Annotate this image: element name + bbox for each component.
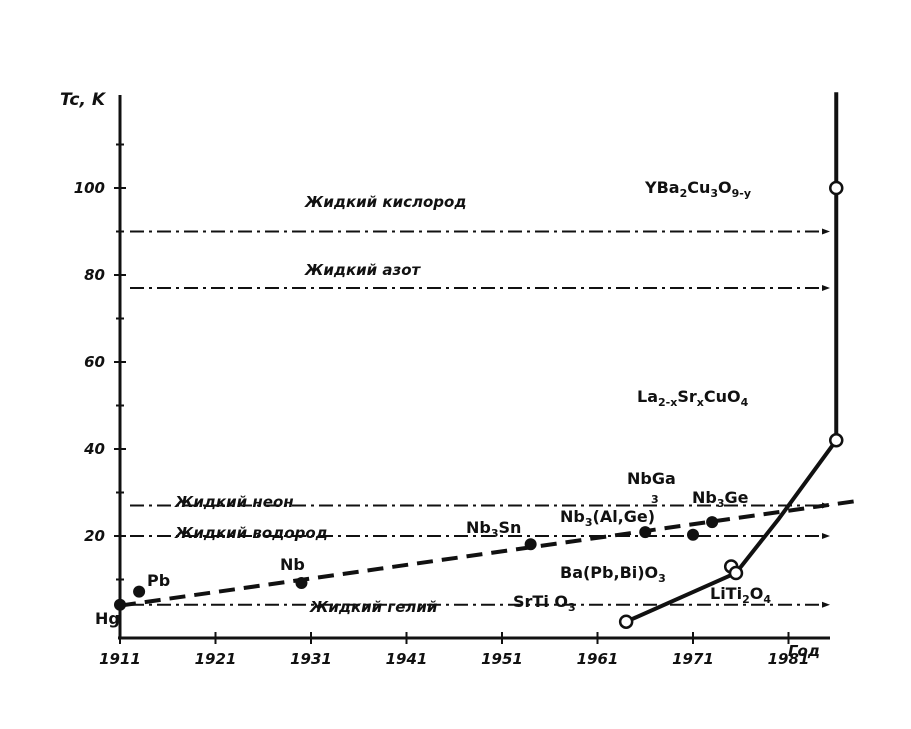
ref-label-oxygen: Жидкий кислород [304,193,466,211]
y-tick-label-20: 20 [84,527,105,545]
ref-label-neon: Жидкий неон [174,493,294,511]
y-tick-label-80: 80 [84,266,105,284]
point-nbga3 [687,528,699,541]
x-tick-label-1951: 1951 [481,650,523,668]
label-hg: Hg [95,609,120,628]
ref-label-helium: Жидкий гелий [309,598,438,616]
reference-line-end-0 [822,228,830,235]
point-nb [295,576,308,589]
dashed-trend-line [119,499,856,608]
reference-line-end-1 [822,285,830,292]
label-bapbbio3: Ba(Pb,Bi)O3 [560,563,666,585]
x-axis-end-label: Год [788,642,820,660]
point-liti2o4 [728,565,744,581]
x-tick-label-1921: 1921 [195,650,237,668]
point-la2xsrxcuo4 [829,433,844,448]
label-liti2o4: LiTi2O4 [710,584,771,606]
point-nb3sn [524,538,537,551]
ticks: 1911 1921 1931 1941 1951 1961 1971 1981 20 40 60 80… [74,143,810,668]
label-nb3alge: Nb3(Al,Ge) [560,507,655,529]
reference-lines [130,228,830,608]
label-nbga3-sub: 3 [651,493,659,506]
label-nb3sn: Nb3Sn [466,518,521,540]
point-pb [133,585,146,598]
label-la2xsrxcuo4: La2-xSrxCuO4 [637,387,749,409]
y-tick-label-100: 100 [74,179,105,197]
label-nb: Nb [280,555,305,574]
y-tick-label-60: 60 [84,353,105,371]
y-axis-label: Tc, K [60,90,107,110]
label-yba2cu3o9y: YBa2Cu3O9-y [644,178,751,200]
label-nb3ge: Nb3Ge [692,488,749,510]
x-tick-label-1931: 1931 [290,650,332,668]
solid-oxide-line [625,92,839,624]
point-nb3alge [639,526,652,539]
x-tick-label-1941: 1941 [386,650,428,668]
y-tick-label-40: 40 [83,440,105,458]
reference-line-end-4 [822,601,830,608]
x-tick-label-1911: 1911 [99,650,141,668]
axes [118,95,830,640]
label-pb: Pb [147,571,170,590]
series-group [114,92,856,629]
point-nb3ge [706,516,719,529]
point-hg [114,598,126,611]
label-srtio3: SrTi O3 [513,592,576,614]
x-tick-label-1971: 1971 [672,650,714,668]
point-yba2cu3o9y [829,180,844,196]
reference-line-end-3 [822,533,830,539]
x-tick-label-1981: 1981 [768,650,810,668]
ref-label-nitrogen: Жидкий азот [304,261,422,279]
label-nbga3: NbGa [627,469,676,488]
x-tick-label-1961: 1961 [577,650,619,668]
ref-label-hydrogen: Жидкий водород [174,524,328,542]
point-srtio3 [618,614,634,629]
